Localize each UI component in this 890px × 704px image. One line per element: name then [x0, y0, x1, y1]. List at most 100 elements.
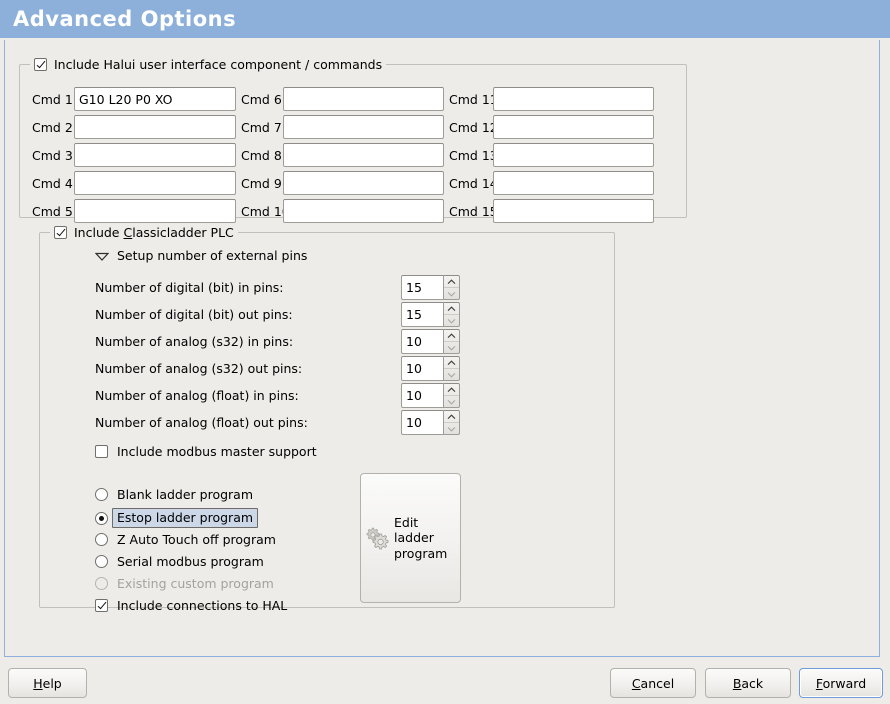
- pin-row-analog-s32-out: Number of analog (s32) out pins:: [95, 356, 460, 381]
- window-title-bar: Advanced Options: [0, 0, 890, 38]
- hal-connections-row[interactable]: Include connections to HAL: [95, 598, 287, 613]
- cmd-label-1: Cmd 1: [32, 91, 73, 107]
- spinner-down-icon[interactable]: [444, 288, 459, 299]
- spinner-input-digital-bit-in[interactable]: [401, 275, 443, 300]
- spinner-buttons-digital-bit-out[interactable]: [443, 302, 460, 327]
- external-pins-expander[interactable]: Setup number of external pins: [95, 248, 307, 263]
- cancel-button-label: Cancel: [632, 676, 674, 691]
- radio-row-estop-ladder[interactable]: Estop ladder program: [95, 508, 259, 528]
- radio-estop-ladder-program[interactable]: [95, 511, 108, 525]
- cmd-input-9[interactable]: [283, 171, 444, 195]
- spinner-buttons-digital-bit-in[interactable]: [443, 275, 460, 300]
- cmd-label-7: Cmd 7: [241, 119, 282, 135]
- pin-label-analog-s32-out: Number of analog (s32) out pins:: [95, 361, 303, 376]
- cmd-input-2[interactable]: [74, 115, 236, 139]
- spinner-down-icon[interactable]: [444, 342, 459, 353]
- help-button-label: Help: [33, 676, 62, 691]
- spinner-analog-s32-out[interactable]: [401, 356, 460, 381]
- include-connections-to-hal-checkbox[interactable]: [95, 599, 108, 612]
- spinner-up-icon[interactable]: [444, 357, 459, 369]
- cmd-label-4: Cmd 4: [32, 175, 73, 191]
- edit-ladder-program-button[interactable]: Edit ladder program: [360, 473, 461, 603]
- spinner-buttons-analog-float-in[interactable]: [443, 383, 460, 408]
- help-button[interactable]: Help: [8, 668, 87, 698]
- label-serial-modbus-program: Serial modbus program: [117, 554, 264, 569]
- classicladder-group-legend[interactable]: Include Classicladder PLC: [50, 223, 238, 241]
- spinner-analog-s32-in[interactable]: [401, 329, 460, 354]
- spinner-up-icon[interactable]: [444, 411, 459, 423]
- pin-row-analog-s32-in: Number of analog (s32) in pins:: [95, 329, 460, 354]
- include-halui-label: Include Halui user interface component /…: [54, 56, 383, 72]
- cmd-input-13[interactable]: [493, 143, 654, 167]
- spinner-down-icon[interactable]: [444, 396, 459, 407]
- dialog-content-area: Include Halui user interface component /…: [4, 40, 880, 657]
- spinner-up-icon[interactable]: [444, 303, 459, 315]
- spinner-down-icon[interactable]: [444, 423, 459, 434]
- classicladder-group-frame: Include Classicladder PLC Setup number o…: [39, 223, 615, 613]
- edit-ladder-line2: program: [394, 545, 448, 561]
- spinner-down-icon[interactable]: [444, 315, 459, 326]
- gears-icon: [365, 524, 391, 553]
- spinner-input-analog-float-out[interactable]: [401, 410, 443, 435]
- halui-group-frame: Include Halui user interface component /…: [19, 55, 687, 223]
- label-existing-custom-program: Existing custom program: [117, 576, 274, 591]
- cmd-label-3: Cmd 3: [32, 147, 73, 163]
- spinner-analog-float-out[interactable]: [401, 410, 460, 435]
- spinner-input-analog-float-in[interactable]: [401, 383, 443, 408]
- spinner-buttons-analog-float-out[interactable]: [443, 410, 460, 435]
- spinner-down-icon[interactable]: [444, 369, 459, 380]
- cmd-input-12[interactable]: [493, 115, 654, 139]
- spinner-up-icon[interactable]: [444, 330, 459, 342]
- spinner-buttons-analog-s32-in[interactable]: [443, 329, 460, 354]
- cmd-label-14: Cmd 14: [449, 175, 498, 191]
- radio-row-blank-ladder[interactable]: Blank ladder program: [95, 487, 253, 502]
- pin-row-digital-bit-in: Number of digital (bit) in pins:: [95, 275, 460, 300]
- pin-label-analog-float-out: Number of analog (float) out pins:: [95, 415, 308, 430]
- spinner-analog-float-in[interactable]: [401, 383, 460, 408]
- spinner-digital-bit-out[interactable]: [401, 302, 460, 327]
- cmd-input-3[interactable]: [74, 143, 236, 167]
- spinner-input-digital-bit-out[interactable]: [401, 302, 443, 327]
- cmd-label-8: Cmd 8: [241, 147, 282, 163]
- classicladder-label-pre: Include: [74, 224, 124, 240]
- spinner-buttons-analog-s32-out[interactable]: [443, 356, 460, 381]
- cancel-button[interactable]: Cancel: [610, 668, 696, 698]
- back-button[interactable]: Back: [705, 668, 791, 698]
- forward-button[interactable]: Forward: [799, 668, 883, 698]
- radio-row-z-auto-touch-off[interactable]: Z Auto Touch off program: [95, 532, 276, 547]
- radio-row-serial-modbus[interactable]: Serial modbus program: [95, 554, 264, 569]
- halui-group-legend[interactable]: Include Halui user interface component /…: [30, 55, 387, 73]
- cmd-input-1[interactable]: [74, 87, 236, 111]
- radio-z-auto-touch-off-program[interactable]: [95, 533, 108, 546]
- radio-serial-modbus-program[interactable]: [95, 555, 108, 568]
- spinner-up-icon[interactable]: [444, 384, 459, 396]
- cmd-input-15[interactable]: [493, 199, 654, 223]
- cmd-label-15: Cmd 15: [449, 203, 498, 219]
- label-estop-ladder-program: Estop ladder program: [112, 508, 259, 528]
- radio-blank-ladder-program[interactable]: [95, 488, 108, 501]
- pin-row-analog-float-out: Number of analog (float) out pins:: [95, 410, 460, 435]
- include-modbus-master-checkbox[interactable]: [95, 445, 108, 458]
- cmd-input-8[interactable]: [283, 143, 444, 167]
- pin-label-digital-bit-in: Number of digital (bit) in pins:: [95, 280, 284, 295]
- spinner-input-analog-s32-in[interactable]: [401, 329, 443, 354]
- cmd-input-7[interactable]: [283, 115, 444, 139]
- pin-row-analog-float-in: Number of analog (float) in pins:: [95, 383, 460, 408]
- pin-label-analog-s32-in: Number of analog (s32) in pins:: [95, 334, 294, 349]
- spinner-input-analog-s32-out[interactable]: [401, 356, 443, 381]
- spinner-digital-bit-in[interactable]: [401, 275, 460, 300]
- cmd-input-10[interactable]: [283, 199, 444, 223]
- pin-label-analog-float-in: Number of analog (float) in pins:: [95, 388, 299, 403]
- cmd-input-11[interactable]: [493, 87, 654, 111]
- spinner-up-icon[interactable]: [444, 276, 459, 288]
- cmd-input-6[interactable]: [283, 87, 444, 111]
- modbus-master-row[interactable]: Include modbus master support: [95, 444, 317, 459]
- cmd-input-14[interactable]: [493, 171, 654, 195]
- include-classicladder-checkbox[interactable]: [54, 225, 67, 239]
- cmd-input-4[interactable]: [74, 171, 236, 195]
- cmd-input-5[interactable]: [74, 199, 236, 223]
- back-mnemonic: B: [732, 675, 742, 691]
- halui-command-grid: Cmd 1 Cmd 6 Cmd 11 Cmd 2 Cmd 7 Cmd 12 Cm…: [30, 87, 657, 223]
- include-halui-checkbox[interactable]: [34, 57, 47, 71]
- cmd-label-2: Cmd 2: [32, 119, 73, 135]
